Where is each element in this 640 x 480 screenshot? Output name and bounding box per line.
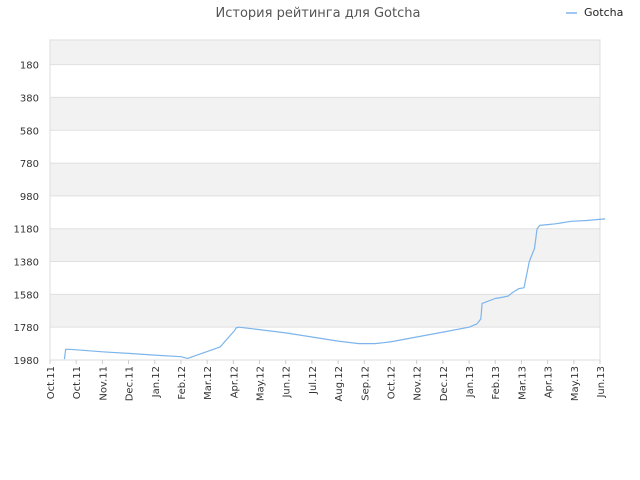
- x-tick-label: Oct.11: [72, 366, 83, 399]
- y-tick-label: 1780: [14, 323, 39, 334]
- plot-band: [50, 294, 600, 328]
- y-tick-label: 180: [20, 61, 39, 72]
- x-axis-ticks: Oct.11 Oct.11 Nov.11 Dec.11 Jan.12 Feb.12 Mar.…: [46, 360, 607, 401]
- x-tick-label: Dec.11: [125, 366, 136, 401]
- x-tick-label: Apr.12: [229, 366, 240, 398]
- y-tick-label: 380: [20, 93, 39, 104]
- x-tick-label: Feb.12: [177, 366, 188, 400]
- x-tick-label: Aug.12: [334, 366, 345, 401]
- plot-band: [50, 40, 600, 65]
- x-tick-label: Sep.12: [360, 366, 371, 401]
- y-tick-label: 980: [20, 192, 39, 203]
- y-tick-label: 1980: [14, 356, 39, 367]
- x-tick-label: Jun.12: [282, 366, 293, 399]
- x-tick-label: Mar.13: [517, 366, 528, 400]
- y-tick-label: 1580: [14, 290, 39, 301]
- x-tick-label: May.13: [570, 366, 581, 401]
- plot-band: [50, 163, 600, 196]
- x-tick-label: Dec.12: [439, 366, 450, 401]
- x-tick-label: Apr.13: [544, 366, 555, 398]
- chart-title: История рейтинга для Gotcha: [216, 6, 421, 21]
- y-tick-label: 1180: [14, 225, 39, 236]
- plot-border: [49, 39, 601, 361]
- y-tick-label: 580: [20, 126, 39, 137]
- plot-bands: [50, 40, 600, 328]
- legend-label: Gotcha: [584, 6, 623, 19]
- series-line-gotcha: [63, 218, 606, 360]
- plot-band: [50, 228, 600, 262]
- y-tick-label: 780: [20, 159, 39, 170]
- x-tick-label: Oct.12: [386, 366, 397, 399]
- x-tick-label: Jun.13: [596, 366, 607, 399]
- x-tick-label: Jul.12: [308, 366, 319, 395]
- x-tick-label: Nov.12: [413, 366, 424, 401]
- x-tick-label: Jan.13: [465, 366, 476, 398]
- x-tick-label: Mar.12: [203, 366, 214, 400]
- x-tick-label: May.12: [256, 366, 267, 401]
- x-tick-label: Jan.12: [151, 366, 162, 398]
- x-tick-label: Feb.13: [491, 366, 502, 400]
- y-axis-ticks: 180 380 580 780 980 1180 1380 1580 1780 1980: [14, 61, 39, 367]
- series-group: [63, 218, 606, 360]
- x-tick-label: Nov.11: [98, 366, 109, 401]
- x-tick-label: Oct.11: [46, 366, 57, 399]
- legend[interactable]: Gotcha: [566, 6, 623, 19]
- plot-band: [50, 97, 600, 131]
- y-tick-label: 1380: [14, 258, 39, 269]
